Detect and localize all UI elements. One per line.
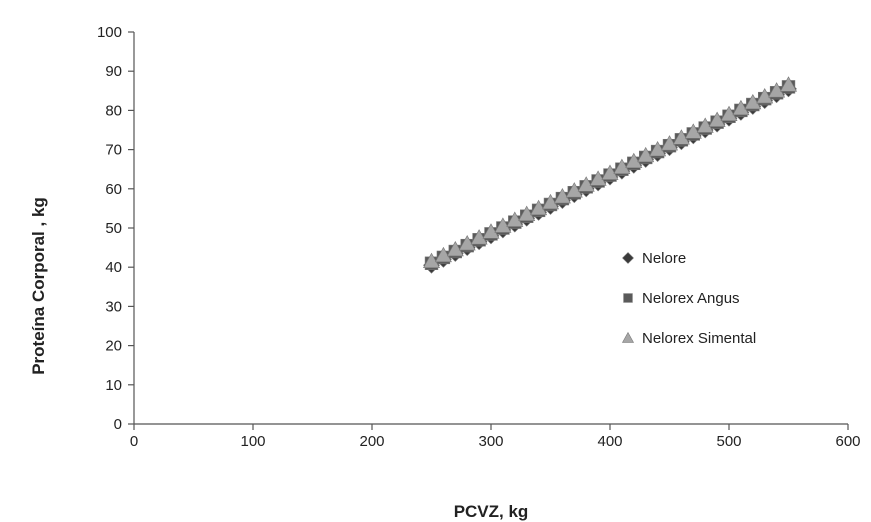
- data-point-triangle: [660, 135, 679, 151]
- data-point-triangle: [458, 235, 476, 251]
- legend-label: Nelorex Angus: [642, 290, 740, 307]
- data-point-triangle: [553, 188, 571, 204]
- data-marks: [422, 76, 798, 274]
- data-point-triangle: [565, 182, 583, 198]
- y-ticks: 0 10 20 30 40 50 60 70 80 90 100: [97, 24, 134, 433]
- data-point-triangle: [601, 164, 619, 180]
- legend-marker-diamond: [622, 252, 634, 264]
- data-point-triangle: [756, 88, 774, 104]
- data-point-triangle: [732, 99, 750, 116]
- x-tick-label: 200: [359, 433, 384, 450]
- data-point-triangle: [720, 105, 738, 122]
- y-tick-label: 0: [114, 416, 122, 433]
- y-tick-label: 100: [97, 24, 122, 41]
- data-point-triangle: [434, 246, 452, 263]
- y-tick-label: 40: [105, 259, 122, 276]
- x-tick-label: 500: [716, 433, 741, 450]
- legend: Nelore Nelorex Angus Nelorex Simental: [621, 250, 756, 347]
- y-tick-label: 60: [105, 181, 122, 198]
- data-point-triangle: [744, 93, 762, 110]
- legend-marker-triangle: [621, 331, 635, 343]
- data-point-triangle: [779, 76, 798, 92]
- data-point-triangle: [637, 146, 655, 163]
- data-point-triangle: [625, 152, 643, 169]
- x-tick-label: 100: [240, 433, 265, 450]
- data-point-triangle: [613, 158, 631, 174]
- y-tick-label: 80: [105, 102, 122, 119]
- x-tick-label: 300: [478, 433, 503, 450]
- legend-marker-square: [623, 293, 633, 303]
- data-point-triangle: [672, 129, 690, 145]
- data-point-triangle: [482, 223, 500, 239]
- data-point-triangle: [422, 252, 441, 269]
- x-axis-title: PCVZ, kg: [454, 502, 529, 521]
- y-tick-label: 30: [105, 298, 122, 315]
- data-point-triangle: [494, 217, 512, 233]
- data-point-triangle: [470, 229, 488, 245]
- data-point-triangle: [649, 140, 667, 157]
- data-point-triangle: [684, 123, 702, 139]
- data-point-triangle: [768, 82, 786, 98]
- data-point-triangle: [589, 170, 607, 186]
- data-point-triangle: [696, 117, 714, 133]
- x-ticks: 0 100 200 300 400 500 600: [130, 424, 861, 450]
- y-tick-label: 10: [105, 377, 122, 394]
- data-point-triangle: [446, 240, 464, 257]
- y-tick-label: 20: [105, 338, 122, 355]
- y-tick-label: 90: [105, 63, 122, 80]
- y-tick-label: 70: [105, 142, 122, 159]
- legend-label: Nelore: [642, 250, 686, 267]
- data-point-triangle: [530, 199, 548, 216]
- x-tick-label: 0: [130, 433, 138, 450]
- data-point-triangle: [541, 193, 560, 210]
- y-tick-label: 50: [105, 220, 122, 237]
- data-point-triangle: [708, 111, 726, 127]
- x-tick-label: 400: [597, 433, 622, 450]
- x-tick-label: 600: [835, 433, 860, 450]
- data-point-triangle: [506, 211, 524, 227]
- y-axis-title: Proteína Corporal , kg: [29, 197, 48, 375]
- data-point-triangle: [577, 176, 595, 192]
- legend-label: Nelorex Simental: [642, 330, 756, 347]
- data-point-triangle: [518, 205, 536, 221]
